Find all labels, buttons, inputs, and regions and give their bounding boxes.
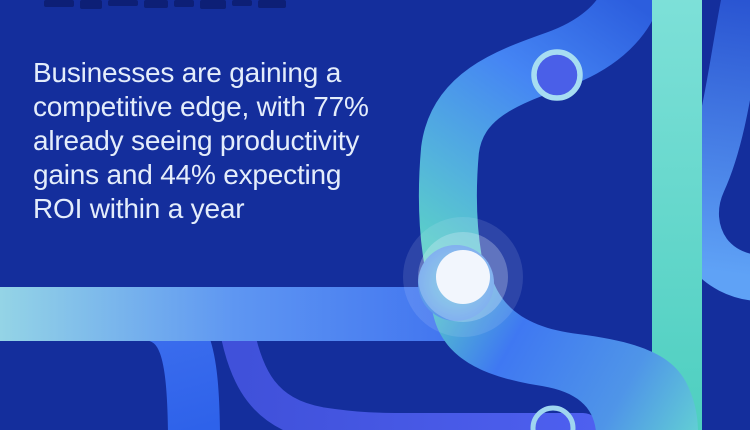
bottom-ring-node [530,405,576,430]
stat-text-line: competitive edge, with 77% [33,91,369,122]
cropped-headline-fragments [44,0,286,9]
junction-node-circle [436,250,490,304]
stat-text-block: Businesses are gaining a competitive edg… [33,56,453,226]
stat-text-line: already seeing productivity [33,125,360,156]
pipe-big-s-bottom-right [426,258,698,430]
pipe-top-s-curve [418,0,661,287]
pipe-right-c-curve [672,0,750,301]
top-ring-node [531,49,583,101]
stat-text-line: Businesses are gaining a [33,57,342,88]
stat-text-line: ROI within a year [33,193,245,224]
stat-text-line: gains and 44% expecting [33,159,342,190]
